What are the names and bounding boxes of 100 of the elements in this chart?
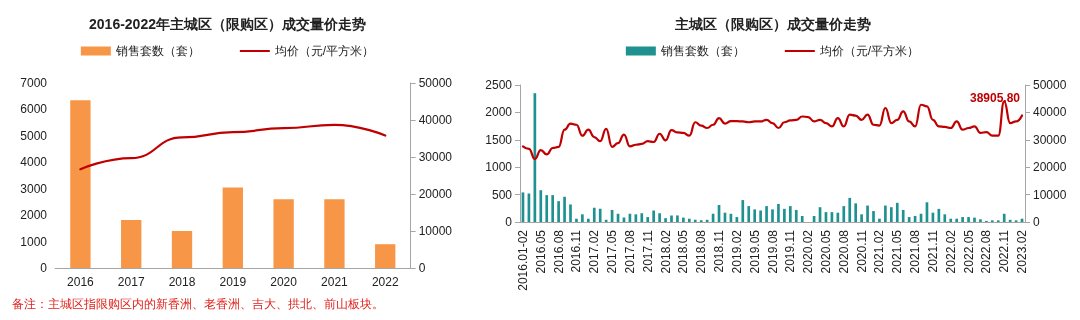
bar: [771, 209, 774, 222]
y-tick-label: 1000: [485, 160, 513, 175]
x-tick-label: 2018.08: [694, 229, 709, 274]
y-tick-label: 2000: [20, 208, 48, 223]
x-tick-label: 2019.11: [783, 229, 798, 273]
data-label: 38905.80: [969, 91, 1021, 106]
bar: [866, 205, 869, 222]
bar: [569, 204, 572, 222]
y-tick-label: 1500: [485, 132, 513, 147]
y-tick-label: 2500: [485, 78, 513, 92]
x-tick-label: 2018.11: [712, 229, 727, 273]
x-tick-label: 2017.02: [587, 229, 602, 274]
bar: [575, 218, 578, 222]
x-tick-label: 2017.05: [605, 229, 620, 274]
y-tick-label: 6000: [20, 102, 48, 117]
line-series: [79, 123, 387, 171]
x-tick-label: 2023.02: [1015, 229, 1030, 274]
bar: [949, 218, 953, 222]
bar: [598, 208, 602, 222]
y-tick-label: 0: [505, 215, 513, 229]
bar: [943, 214, 947, 222]
bar: [693, 219, 697, 222]
x-tick-label: 2016.05: [533, 229, 548, 274]
y2-tick-label: 0: [1033, 215, 1040, 229]
y2-tick-label: 30000: [418, 150, 453, 164]
bar: [783, 208, 786, 222]
bar: [848, 197, 852, 222]
x-tick-label: 2018: [168, 275, 196, 289]
bar: [664, 218, 667, 222]
bar: [747, 206, 751, 222]
bar: [741, 200, 745, 222]
bar: [592, 207, 596, 222]
bar: [860, 214, 863, 222]
bar: [586, 218, 590, 222]
x-tick-label: 2022.05: [961, 229, 976, 274]
bar: [901, 209, 905, 222]
text: 备注：主城区指限购区内的新香洲、老香洲、吉大、拱北、前山板块。: [12, 296, 384, 313]
bar: [273, 199, 294, 268]
y-tick-label: 3000: [20, 181, 48, 196]
bar: [121, 219, 142, 268]
bar: [324, 199, 345, 268]
y2-tick-label: 30000: [1033, 132, 1067, 147]
x-tick-label: 2016.08: [551, 229, 566, 274]
bar: [563, 196, 566, 222]
x-tick-label: 2016.01-02: [515, 229, 530, 291]
bar: [658, 213, 661, 222]
y-tick-label: 1000: [20, 234, 48, 249]
y2-tick-label: 0: [418, 261, 426, 275]
x-tick-label: 2022: [371, 275, 399, 289]
bar: [955, 218, 959, 222]
x-tick-label: 2019.05: [747, 229, 762, 274]
legend-label: 均价（元/平方米）: [818, 44, 920, 58]
x-tick-label: 2017: [117, 275, 145, 289]
x-tick-label: 2020.05: [818, 229, 833, 274]
bar: [539, 190, 543, 222]
y-tick-label: 500: [491, 187, 513, 202]
bar: [777, 203, 780, 222]
x-tick-label: 2021.11: [925, 229, 940, 273]
y-tick-label: 4000: [20, 155, 48, 170]
bar: [842, 206, 846, 222]
bar: [788, 206, 792, 222]
x-tick-label: 2021.05: [890, 229, 905, 274]
x-tick-label: 2020.08: [836, 229, 851, 274]
bar: [889, 207, 893, 222]
bar: [884, 205, 887, 222]
x-tick-label: 2022.11: [997, 229, 1012, 273]
bar: [878, 218, 881, 222]
bar: [171, 231, 193, 268]
x-tick-label: 2022.02: [943, 229, 958, 274]
bar: [872, 211, 875, 222]
x-tick-label: 2019.02: [729, 229, 744, 274]
bar: [800, 215, 804, 222]
y2-tick-label: 20000: [418, 187, 453, 201]
bar: [759, 210, 762, 222]
bar: [652, 210, 656, 222]
y2-tick-label: 40000: [418, 113, 453, 127]
y-tick-label: 0: [40, 261, 48, 275]
x-tick-label: 2018.02: [658, 229, 673, 274]
y2-tick-label: 20000: [1033, 160, 1067, 175]
legend-label: 均价（元/平方米）: [273, 44, 375, 58]
x-tick-label: 2019.08: [765, 229, 780, 274]
x-tick-label: 2017.11: [640, 229, 655, 273]
bar: [854, 203, 858, 222]
x-tick-label: 2016: [67, 275, 95, 289]
legend-label: 销售套数（套）: [114, 44, 200, 58]
bar: [765, 206, 768, 222]
x-tick-label: 2021.02: [872, 229, 887, 274]
x-tick-label: 2021.08: [908, 229, 923, 274]
bar: [973, 217, 976, 222]
x-tick-label: 2022.08: [979, 229, 994, 274]
y-tick-label: 7000: [20, 76, 48, 90]
bar: [895, 202, 899, 222]
bar: [961, 217, 964, 222]
x-tick-label: 2020.11: [854, 229, 869, 273]
legend-label: 销售套数（套）: [659, 44, 745, 58]
y2-tick-label: 50000: [1033, 78, 1067, 92]
bar: [551, 195, 555, 222]
bar: [581, 214, 584, 222]
y2-tick-label: 10000: [418, 224, 453, 238]
y-tick-label: 5000: [20, 128, 48, 143]
